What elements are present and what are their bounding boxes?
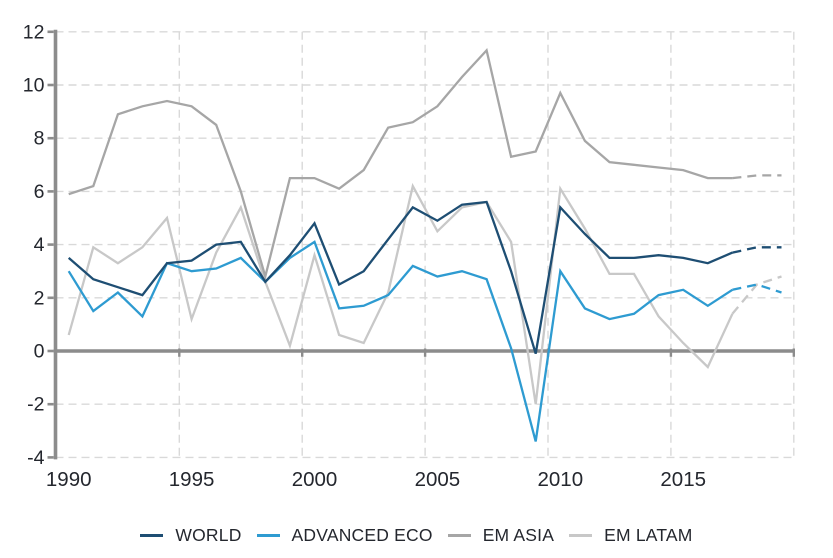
y-axis-label: 4 [34, 234, 45, 256]
world-line-swatch [140, 533, 164, 537]
y-axis-label: 10 [23, 75, 45, 97]
series-world-line [67, 200, 733, 355]
legend-item-world: WORLD [140, 525, 241, 546]
y-axis-label: 12 [23, 21, 45, 43]
legend-item-em-latam: EM LATAM [569, 525, 692, 546]
gridlines [55, 31, 795, 459]
legend-label: WORLD [175, 524, 242, 545]
x-axis-label: 1990 [46, 468, 92, 491]
y-axis-label: -2 [27, 394, 44, 416]
advanced-eco-line-swatch [256, 533, 280, 537]
x-axis-label: 2005 [415, 468, 461, 491]
y-axis-label: 6 [34, 181, 45, 203]
x-axis-label: 1995 [169, 468, 215, 491]
x-axis-label: 2000 [292, 468, 338, 491]
legend-item-em-asia: EM ASIA [447, 524, 555, 546]
series-em-asia-line [68, 48, 733, 281]
legend-item-advanced-eco: ADVANCED ECO [256, 524, 433, 546]
series-advanced-eco-line [67, 240, 734, 442]
legend-label: EM ASIA [482, 524, 555, 545]
x-axis-label: 2015 [660, 468, 706, 491]
y-axis-label: 2 [34, 287, 45, 309]
series-em-latam-line [67, 182, 734, 405]
series-advanced-eco-line-forecast-dashed [732, 283, 782, 294]
series-world-line-forecast-dashed [732, 246, 782, 254]
y-axis-label: -4 [27, 447, 44, 469]
series-em-asia-line-forecast-dashed [732, 174, 782, 180]
em-asia-line-swatch [447, 533, 471, 537]
x-axis-label: 2010 [537, 468, 583, 491]
legend: WORLD ADVANCED ECO EM ASIA EM LATAM [0, 520, 833, 550]
em-latam-line-swatch [569, 533, 593, 537]
legend-label: EM LATAM [604, 524, 693, 545]
y-axis-label: 8 [34, 128, 45, 150]
legend-label: ADVANCED ECO [291, 524, 433, 545]
y-axis-label: 0 [34, 341, 45, 363]
series-em-latam-line-forecast-dashed [731, 275, 782, 315]
